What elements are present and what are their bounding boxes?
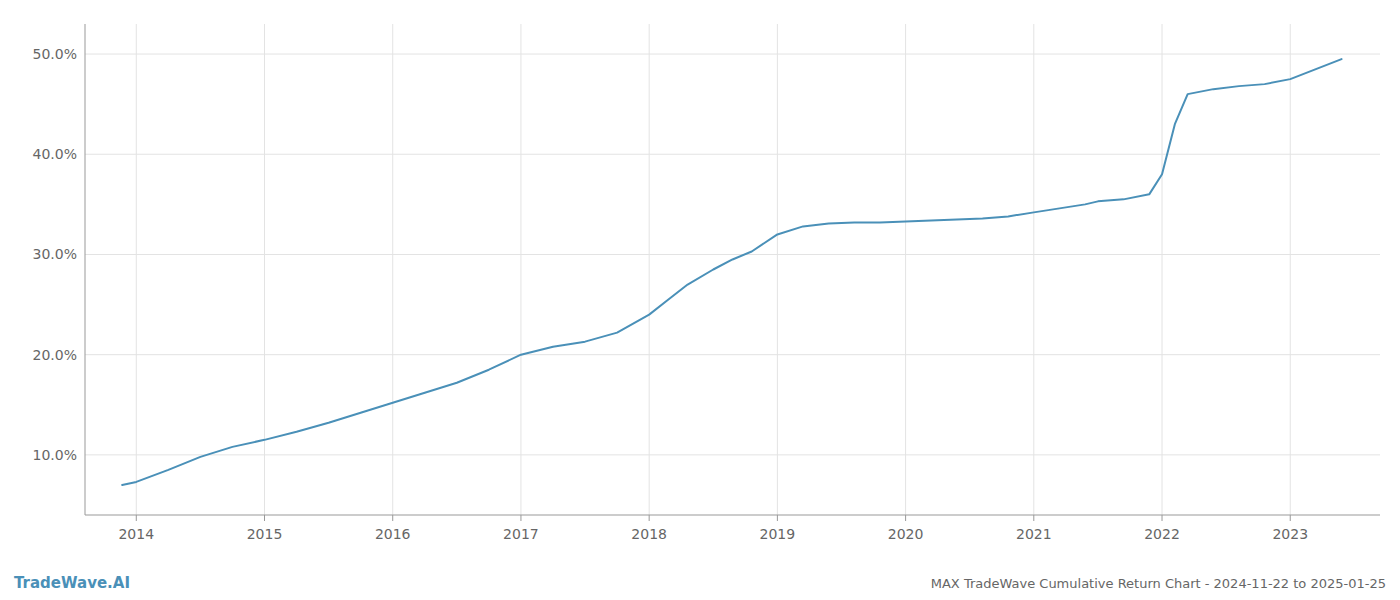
x-grid-line [1162,24,1163,515]
x-tick-label: 2022 [1144,526,1180,542]
chart: 2014 2015 2016 2017 2018 2019 2020 2021 2022 2023… [0,0,1400,600]
x-grid-line [1290,24,1291,515]
x-tick [1033,515,1034,521]
x-tick [649,515,650,521]
x-tick-label: 2021 [1016,526,1052,542]
y-grid-line [85,54,1380,55]
title: MAX TradeWave Cumulative Return Chart - … [931,576,1386,591]
x-tick [1290,515,1291,521]
watermark: TradeWave.AI [14,574,130,592]
grid [85,24,1380,515]
x-tick-label: 2023 [1272,526,1308,542]
x-tick [136,515,137,521]
x-grid-line [136,24,137,515]
y-grid-line [85,254,1380,255]
y-axis-line [85,24,86,515]
x-tick [777,515,778,521]
x-tick [1162,515,1163,521]
x-tick [520,515,521,521]
x-grid-line [1033,24,1034,515]
x-axis-line [85,515,1380,516]
x-tick [905,515,906,521]
axes: 2014 2015 2016 2017 2018 2019 2020 2021 2022 2023… [33,24,1380,542]
x-grid-line [520,24,521,515]
background [0,0,1400,600]
y-grid-line [85,154,1380,155]
x-tick [264,515,265,521]
y-tick-label: 20.0% [33,347,77,363]
x-grid-line [777,24,778,515]
plot-area [122,59,1341,485]
x-tick-label: 2016 [375,526,411,542]
y-tick-label: 10.0% [33,447,77,463]
x-grid-line [392,24,393,515]
x-tick-label: 2014 [118,526,154,542]
x-grid-line [905,24,906,515]
x-grid-line [264,24,265,515]
y-tick-label: 30.0% [33,246,77,262]
y-grid-line [85,454,1380,455]
x-tick-label: 2015 [247,526,283,542]
y-tick-label: 40.0% [33,146,77,162]
x-grid-line [649,24,650,515]
chart-container: 2014 2015 2016 2017 2018 2019 2020 2021 2022 2023… [0,0,1400,600]
x-tick-label: 2018 [631,526,667,542]
x-tick-label: 2020 [888,526,924,542]
x-tick-label: 2019 [760,526,796,542]
x-tick [392,515,393,521]
x-tick-label: 2017 [503,526,539,542]
data-line [122,59,1341,485]
y-grid-line [85,354,1380,355]
y-tick-label: 50.0% [33,46,77,62]
